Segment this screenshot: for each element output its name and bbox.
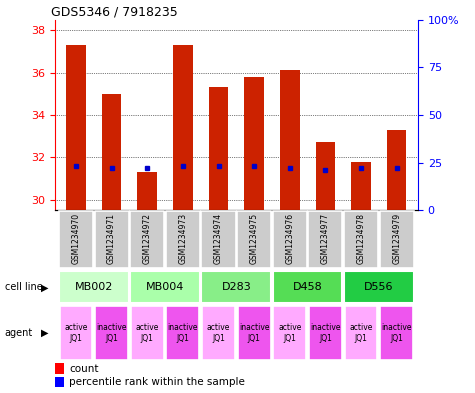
Text: D458: D458 — [293, 282, 323, 292]
Text: active
JQ1: active JQ1 — [207, 323, 230, 343]
Text: GSM1234977: GSM1234977 — [321, 213, 330, 264]
Bar — [131, 306, 163, 360]
Text: MB002: MB002 — [75, 282, 113, 292]
Bar — [344, 272, 414, 303]
Text: GSM1234971: GSM1234971 — [107, 213, 116, 264]
Bar — [130, 272, 200, 303]
Text: D283: D283 — [221, 282, 251, 292]
Text: inactive
JQ1: inactive JQ1 — [96, 323, 127, 343]
Text: GSM1234970: GSM1234970 — [72, 213, 80, 264]
Text: GDS5346 / 7918235: GDS5346 / 7918235 — [51, 6, 178, 18]
Text: ▶: ▶ — [41, 328, 49, 338]
Bar — [280, 70, 300, 210]
Bar — [387, 130, 407, 210]
Bar — [167, 306, 200, 360]
Bar — [166, 211, 200, 268]
Bar — [244, 77, 264, 210]
Bar — [273, 211, 307, 268]
Text: GSM1234975: GSM1234975 — [250, 213, 258, 264]
Bar — [380, 306, 413, 360]
Bar — [309, 306, 342, 360]
Text: D556: D556 — [364, 282, 394, 292]
Text: inactive
JQ1: inactive JQ1 — [239, 323, 269, 343]
Bar — [59, 211, 93, 268]
Text: GSM1234978: GSM1234978 — [357, 213, 365, 264]
Bar — [59, 272, 129, 303]
Text: active
JQ1: active JQ1 — [135, 323, 159, 343]
Text: MB004: MB004 — [146, 282, 184, 292]
Text: percentile rank within the sample: percentile rank within the sample — [69, 377, 245, 387]
Text: GSM1234979: GSM1234979 — [392, 213, 401, 264]
Text: GSM1234974: GSM1234974 — [214, 213, 223, 264]
Text: ▶: ▶ — [41, 282, 49, 292]
Bar — [95, 211, 129, 268]
Text: GSM1234972: GSM1234972 — [143, 213, 152, 264]
Bar — [238, 306, 271, 360]
Text: GSM1234976: GSM1234976 — [285, 213, 294, 264]
Bar — [351, 162, 371, 210]
Text: cell line: cell line — [5, 282, 42, 292]
Bar — [95, 306, 128, 360]
Text: active
JQ1: active JQ1 — [64, 323, 88, 343]
Bar — [102, 94, 122, 210]
Bar — [380, 211, 414, 268]
Bar — [315, 143, 335, 210]
Bar — [173, 45, 193, 210]
Bar — [237, 211, 271, 268]
Text: agent: agent — [5, 328, 33, 338]
Bar — [201, 272, 271, 303]
Bar — [308, 211, 342, 268]
Text: active
JQ1: active JQ1 — [278, 323, 302, 343]
Bar — [202, 306, 235, 360]
Bar — [55, 376, 64, 387]
Text: GSM1234973: GSM1234973 — [179, 213, 187, 264]
Bar — [201, 211, 236, 268]
Bar — [345, 306, 378, 360]
Bar — [55, 364, 64, 374]
Text: inactive
JQ1: inactive JQ1 — [168, 323, 198, 343]
Text: inactive
JQ1: inactive JQ1 — [310, 323, 341, 343]
Text: count: count — [69, 364, 99, 374]
Bar — [344, 211, 378, 268]
Text: active
JQ1: active JQ1 — [349, 323, 373, 343]
Bar — [130, 211, 164, 268]
Bar — [209, 87, 228, 210]
Bar — [66, 45, 86, 210]
Bar — [60, 306, 92, 360]
Bar — [273, 272, 342, 303]
Bar — [137, 172, 157, 210]
Text: inactive
JQ1: inactive JQ1 — [381, 323, 412, 343]
Bar — [274, 306, 306, 360]
